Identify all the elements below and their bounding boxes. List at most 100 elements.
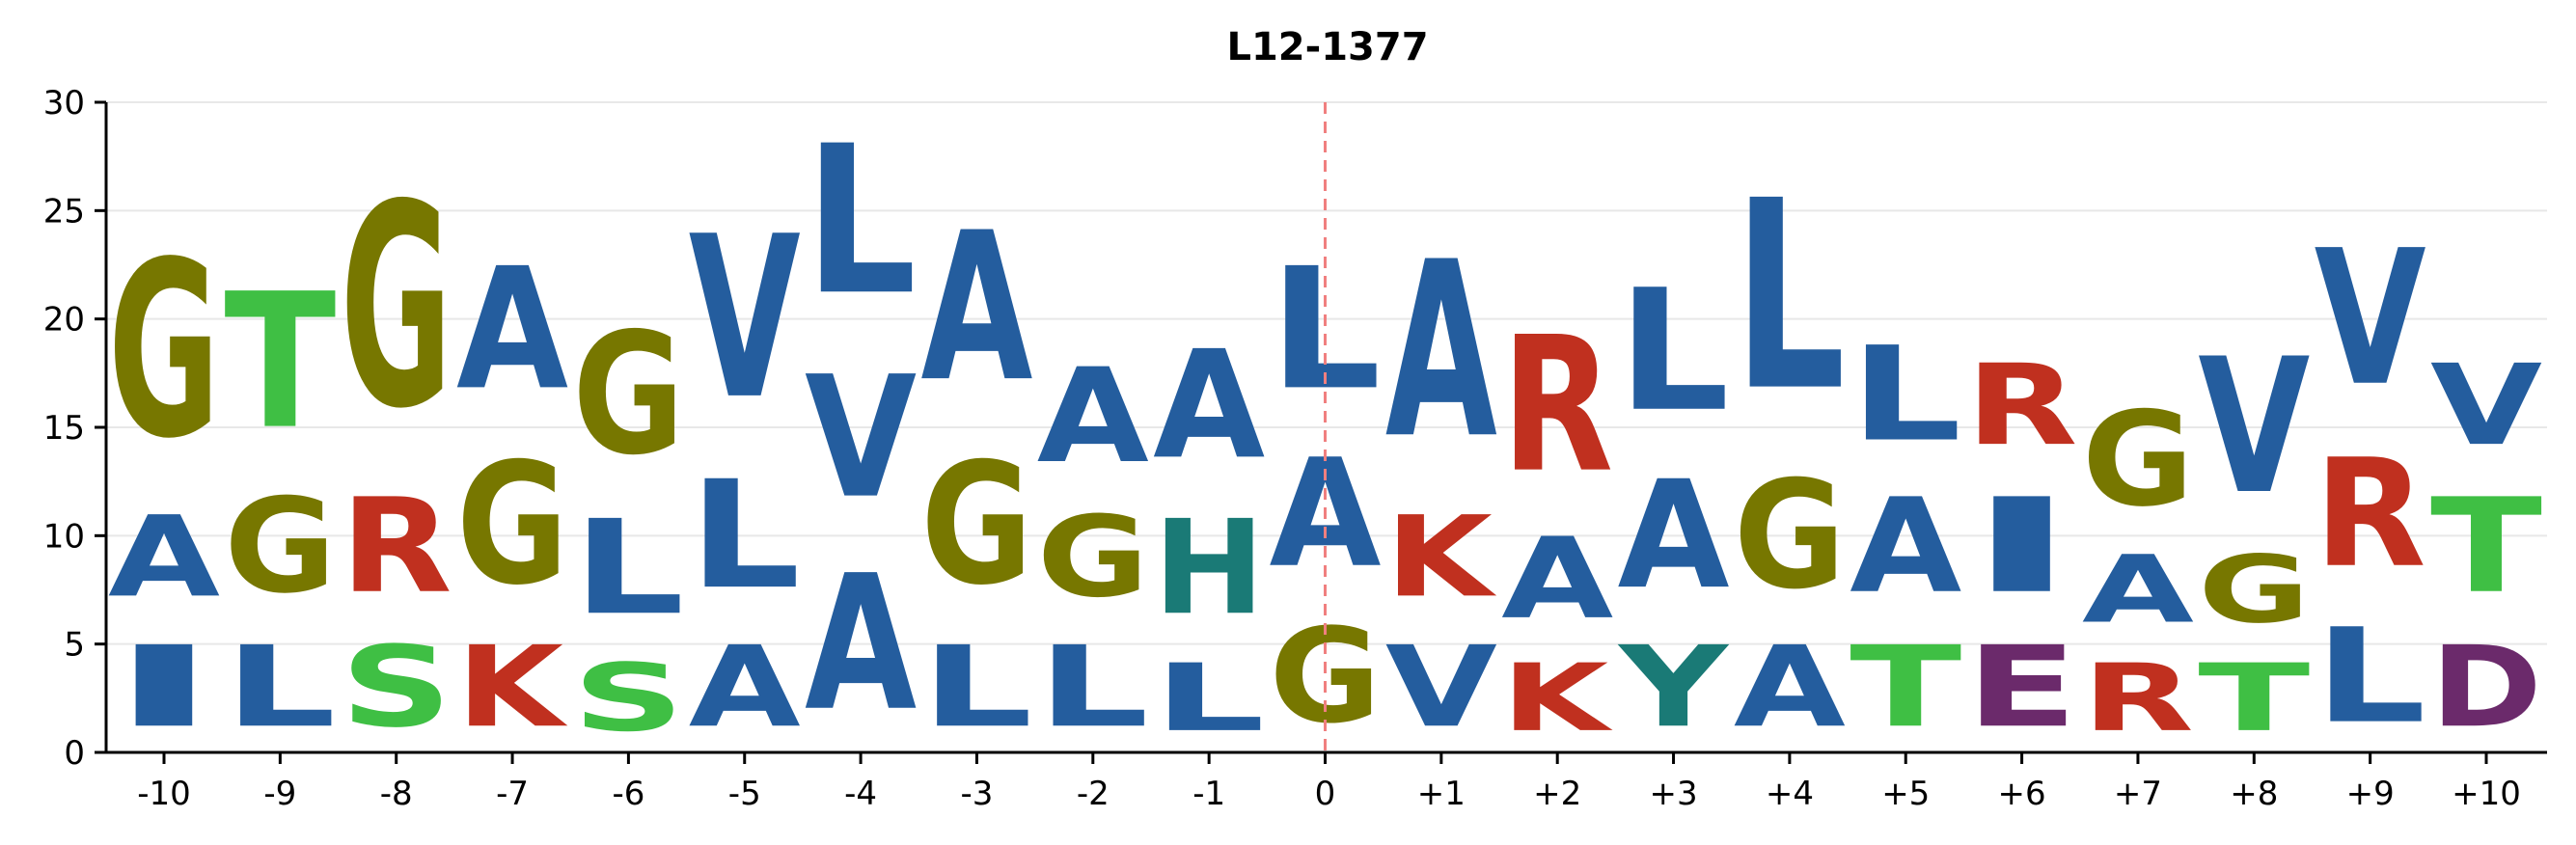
residue-letter-L: L <box>1850 318 1961 471</box>
residue-stack-+4: AGL <box>1734 146 1846 752</box>
residue-letter-E: E <box>1966 623 2078 753</box>
residue-letter-R: R <box>1501 296 1613 513</box>
residue-letter-V: V <box>2315 210 2426 426</box>
residue-letter-A: A <box>1734 622 1846 752</box>
residue-letter-K: K <box>1501 644 1613 752</box>
residue-letter-G: G <box>224 471 336 622</box>
y-tick-label: 5 <box>64 626 85 665</box>
residue-letter-A: A <box>1501 514 1613 644</box>
x-tick-label: +7 <box>2114 775 2162 813</box>
residue-stack--10: IAG <box>108 209 220 751</box>
residue-stack--7: KGA <box>456 232 568 752</box>
y-tick-label: 15 <box>43 409 85 448</box>
residue-stack-+7: RAG <box>2082 384 2194 752</box>
residue-stack-+3: YAL <box>1617 254 1730 752</box>
residue-letter-K: K <box>1385 492 1497 622</box>
residue-letter-A: A <box>1153 318 1265 492</box>
x-tick-label: +6 <box>1998 775 2046 813</box>
residue-letter-G: G <box>2198 535 2310 643</box>
residue-letter-T: T <box>2430 471 2542 622</box>
residue-letter-A: A <box>108 492 220 622</box>
residue-stack--8: SRG <box>341 145 452 752</box>
residue-stack--2: LGA <box>1037 341 1149 751</box>
residue-letter-G: G <box>572 298 684 493</box>
residue-letter-A: A <box>920 190 1032 427</box>
residue-stack--9: LGT <box>224 253 336 751</box>
residue-stack-+8: TGV <box>2198 318 2310 751</box>
residue-letter-S: S <box>341 623 452 752</box>
x-tick-label: +8 <box>2230 775 2278 813</box>
residue-letter-L: L <box>1037 622 1149 752</box>
residue-letter-G: G <box>456 427 568 622</box>
x-tick-label: -3 <box>960 775 993 813</box>
residue-letter-A: A <box>1385 209 1497 492</box>
residue-letter-A: A <box>1618 449 1730 622</box>
x-tick-label: -6 <box>612 775 644 813</box>
residue-letter-T: T <box>2198 644 2310 752</box>
x-tick-label: +4 <box>1766 775 1814 813</box>
residue-letter-L: L <box>1153 644 1265 752</box>
residue-letter-K: K <box>456 622 568 752</box>
x-tick-label: +9 <box>2346 775 2395 813</box>
y-tick-label: 20 <box>43 301 85 340</box>
residue-letter-G: G <box>108 209 220 491</box>
residue-letter-I: I <box>1966 470 2078 621</box>
residue-letter-H: H <box>1153 493 1265 644</box>
residue-letter-L: L <box>572 492 684 644</box>
residue-letter-V: V <box>2430 341 2542 471</box>
residue-letter-S: S <box>572 644 684 752</box>
residue-stack--4: AVL <box>805 102 917 752</box>
x-tick-label: +10 <box>2452 775 2521 813</box>
residue-stacks: IAGLGTSRGKGASLGALVAVLLGALGALHAGALVKAKARY… <box>108 102 2542 752</box>
residue-letter-A: A <box>805 535 917 751</box>
x-tick-label: -1 <box>1192 775 1225 813</box>
residue-stack-+9: LRV <box>2315 210 2426 752</box>
residue-letter-I: I <box>108 622 220 751</box>
x-tick-label: -2 <box>1077 775 1110 813</box>
residue-stack-+1: VKA <box>1385 209 1497 752</box>
residue-letter-Y: Y <box>1617 623 1730 752</box>
residue-stack-+6: EIR <box>1966 340 2078 752</box>
residue-letter-L: L <box>1734 146 1846 449</box>
residue-letter-V: V <box>689 188 801 448</box>
y-tick-label: 10 <box>43 517 85 556</box>
x-tick-label: -9 <box>263 775 296 813</box>
residue-letter-L: L <box>224 622 336 752</box>
y-tick-label: 25 <box>43 192 85 231</box>
residue-stack--1: LHA <box>1153 318 1265 752</box>
residue-letter-V: V <box>1385 622 1497 752</box>
residue-stack-+5: TAL <box>1850 318 1961 752</box>
residue-letter-L: L <box>920 622 1032 752</box>
residue-letter-R: R <box>1966 340 2078 470</box>
residue-letter-A: A <box>1037 341 1149 492</box>
residue-letter-G: G <box>341 145 452 470</box>
residue-letter-T: T <box>1850 623 1961 752</box>
residue-letter-R: R <box>2315 426 2426 600</box>
x-tick-label: +3 <box>1649 775 1697 813</box>
residue-stack--5: ALV <box>689 188 801 752</box>
x-tick-label: 0 <box>1315 775 1336 813</box>
x-tick-label: +2 <box>1533 775 1581 813</box>
residue-letter-L: L <box>689 449 801 622</box>
residue-letter-R: R <box>2082 644 2194 752</box>
residue-letter-A: A <box>456 232 568 427</box>
residue-letter-V: V <box>2198 318 2310 534</box>
residue-letter-A: A <box>689 622 801 752</box>
residue-letter-D: D <box>2430 623 2542 752</box>
residue-letter-L: L <box>805 102 917 341</box>
residue-letter-V: V <box>805 341 917 535</box>
x-tick-label: -4 <box>844 775 877 813</box>
residue-letter-G: G <box>2082 384 2194 535</box>
residue-letter-L: L <box>1618 254 1730 449</box>
x-tick-label: +5 <box>1881 775 1930 813</box>
residue-letter-G: G <box>1037 493 1149 622</box>
residue-letter-A: A <box>2082 535 2194 643</box>
y-tick-label: 30 <box>43 84 85 123</box>
residue-letter-R: R <box>341 470 452 622</box>
residue-letter-T: T <box>224 253 336 470</box>
x-tick-label: -8 <box>380 775 413 813</box>
residue-letter-G: G <box>1734 449 1846 621</box>
